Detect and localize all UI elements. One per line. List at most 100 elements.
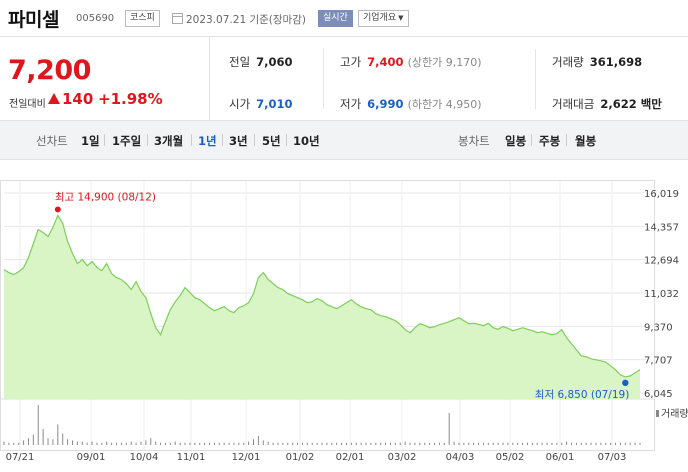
stat-label: 시가 [229,97,251,111]
tab-weekly[interactable]: 주봉 [539,134,561,148]
volume-bar [96,442,98,445]
stat-low: 저가 6,990 (하한가 4,950) [340,96,482,112]
volume-bar [301,442,303,445]
volume-bar [497,442,499,445]
y-tick-label: 7,707 [644,356,673,367]
price-stats: 전일 7,060 고가 7,400 (상한가 9,170) 거래량 361,698 시가… [211,37,688,120]
volume-bar [409,442,411,445]
volume-bar [57,424,59,445]
upper-limit: (상한가 9,170) [407,56,482,69]
min-marker [622,379,629,387]
volume-bar [345,442,347,445]
calendar-icon [172,13,183,24]
divider [191,134,192,146]
realtime-button[interactable]: 실시간 [318,10,353,27]
price-chart-svg: 16,01914,35712,69411,0329,3707,7076,045 … [0,180,688,463]
volume-bar [522,442,524,445]
stat-value: 6,990 [367,97,404,111]
price-chart[interactable]: 16,019 14,357 12,694 11,032 9,370 7,707 6,045 … [0,160,688,472]
volume-bar [272,442,274,445]
max-label: 최고 14,900 (08/12) [55,191,156,203]
volume-bar [600,442,602,445]
volume-bar [8,442,10,445]
stat-label: 거래량 [552,55,584,69]
tab-1w[interactable]: 1주일 [112,134,142,148]
price-line [3,214,641,378]
x-tick-label: 10/04 [130,452,159,463]
stat-high: 고가 7,400 (상한가 9,170) [340,54,482,70]
current-price: 7,200 [8,55,91,86]
volume-icon [656,410,659,417]
volume-bar [492,442,494,445]
tab-1d[interactable]: 1일 [81,134,100,148]
volume-bar [546,442,548,445]
volume-bar [585,442,587,445]
volume-bar [32,434,34,445]
stat-prev-close: 전일 7,060 [229,54,293,70]
x-tick-label: 04/03 [446,452,475,463]
x-axis: 07/21 09/01 10/04 11/01 12/01 01/02 02/01 03/02… [6,452,627,463]
market-badge: 코스피 [125,10,160,27]
volume-bar [125,442,127,445]
x-tick-label: 07/03 [598,452,627,463]
change-value: 140 [62,90,94,108]
change-label: 전일대비 [9,99,46,110]
tab-5y[interactable]: 5년 [262,134,281,148]
volume-bar [86,442,88,445]
volume-bar [169,442,171,445]
volume-bar [145,440,147,445]
volume-bar [350,442,352,445]
volume-bar [605,442,607,445]
volume-label: 거래량 [661,408,688,420]
x-tick-label: 03/02 [388,452,417,463]
stat-amount: 거래대금 2,622 백만 [552,96,662,112]
volume-bar [571,442,573,445]
tab-daily[interactable]: 일봉 [505,134,527,148]
y-tick-label: 11,032 [644,289,679,300]
volume-bar [429,442,431,445]
divider [531,134,532,146]
stat-open: 시가 7,010 [229,96,293,112]
volume-bar [223,442,225,445]
volume-bar [238,442,240,445]
tab-10y[interactable]: 10년 [293,134,320,148]
volume-bar [199,442,201,445]
tab-3m[interactable]: 3개월 [154,134,184,148]
stat-label: 거래대금 [552,97,595,111]
divider [222,134,223,146]
volume-bar [311,442,313,445]
volume-bar [213,442,215,445]
volume-bar [610,442,612,445]
volume-bar [67,439,69,445]
volume-bar [189,442,191,445]
volume-bar [526,442,528,445]
stock-name: 파미셀 [8,9,59,31]
volume-bar [341,442,343,445]
volume-bar [155,441,157,445]
company-info-button[interactable]: 기업개요 ▼ [358,10,409,27]
volume-bar [326,442,328,445]
x-tick-label: 02/01 [336,452,365,463]
max-marker [54,206,61,213]
volume-bar [512,442,514,445]
volume-bar [267,441,269,445]
volume-bar [575,442,577,445]
volume-bar [277,442,279,445]
divider [323,49,324,109]
volume-bar [52,439,54,445]
volume-bar [101,442,103,445]
tab-1y[interactable]: 1년 [198,134,217,148]
divider [535,49,536,109]
volume-bar [194,442,196,445]
volume-bar [13,442,15,445]
x-tick-label: 01/02 [286,452,315,463]
volume-bar [385,442,387,445]
volume-bar [458,442,460,445]
tab-monthly[interactable]: 월봉 [575,134,597,148]
volume-bar [482,442,484,445]
tab-3y[interactable]: 3년 [229,134,248,148]
stat-value: 2,622 백만 [600,97,662,111]
stat-volume: 거래량 361,698 [552,54,642,70]
volume-bar [91,441,93,445]
volume-bar [243,442,245,445]
